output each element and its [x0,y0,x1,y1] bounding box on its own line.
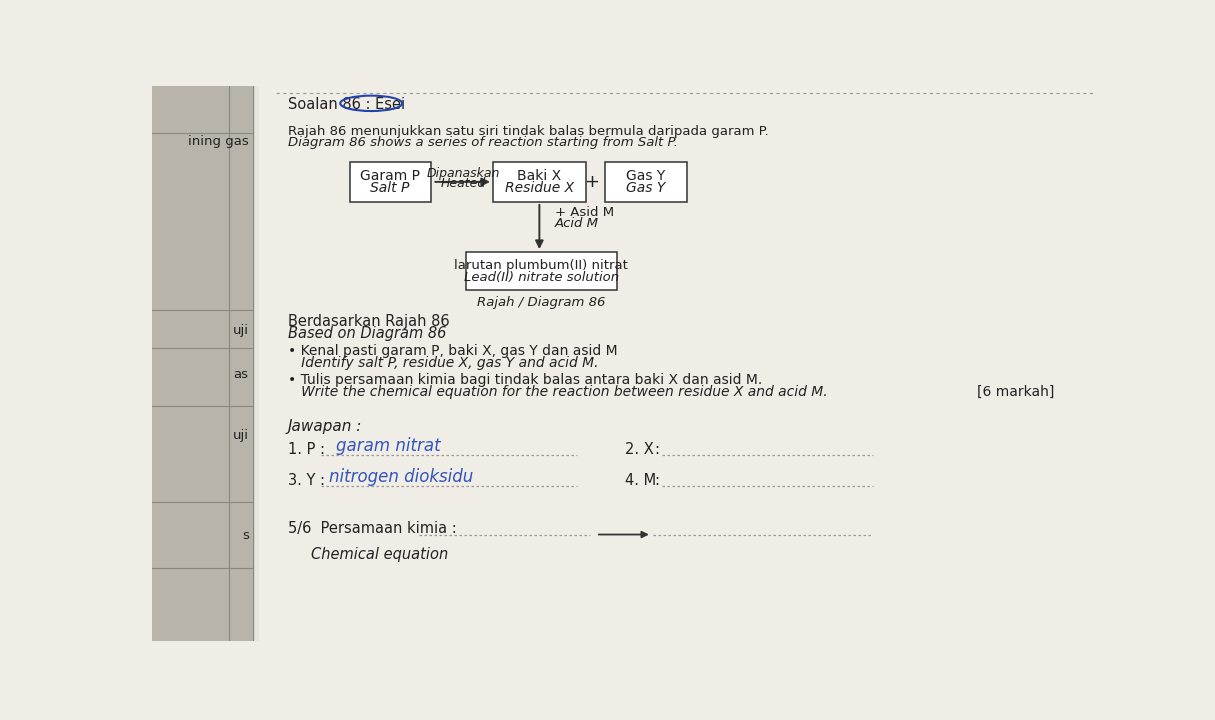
Text: Garam P: Garam P [360,169,420,184]
Text: Write the chemical equation for the reaction between residue X and acid M.: Write the chemical equation for the reac… [288,385,827,399]
Text: ining gas: ining gas [188,135,249,148]
Text: :: : [654,442,659,457]
Text: :: : [654,473,659,488]
Text: Rajah / Diagram 86: Rajah / Diagram 86 [476,296,605,309]
Text: Identify salt P, residue X, gas Y and acid M.: Identify salt P, residue X, gas Y and ac… [288,356,598,370]
Text: Gas Y: Gas Y [626,181,666,195]
FancyBboxPatch shape [605,162,686,202]
Text: 5/6  Persamaan kimia :: 5/6 Persamaan kimia : [288,521,457,536]
Text: Rajah 86 menunjukkan satu siri tindak balas bermula daripada garam P.: Rajah 86 menunjukkan satu siri tindak ba… [288,125,768,138]
Text: Dipanaskan: Dipanaskan [426,167,501,180]
Text: +: + [584,173,599,191]
Text: Lead(II) nitrate solution: Lead(II) nitrate solution [464,271,618,284]
Text: Residue X: Residue X [504,181,573,195]
Text: uji: uji [233,429,249,442]
Text: • Kenal pasti garam P, baki X, gas Y dan asid M: • Kenal pasti garam P, baki X, gas Y dan… [288,343,617,358]
Text: as: as [233,368,249,381]
Text: s: s [242,529,249,542]
Text: 2. X: 2. X [625,442,654,457]
Text: larutan plumbum(II) nitrat: larutan plumbum(II) nitrat [454,259,628,272]
Bar [259,86,276,641]
Text: 4. M: 4. M [625,473,656,488]
Text: Diagram 86 shows a series of reaction starting from Salt P.: Diagram 86 shows a series of reaction st… [288,137,678,150]
Text: Berdasarkan Rajah 86: Berdasarkan Rajah 86 [288,313,450,328]
Text: uji: uji [233,324,249,337]
Text: Jawapan :: Jawapan : [288,419,362,434]
Text: Acid M: Acid M [555,217,599,230]
Text: [6 markah]: [6 markah] [977,385,1055,399]
FancyBboxPatch shape [493,162,586,202]
Text: Baki X: Baki X [518,169,561,184]
Text: Soalan 86 : Esei: Soalan 86 : Esei [288,97,405,112]
Text: Heated: Heated [441,177,486,190]
Bar [152,86,253,641]
Text: Based on Diagram 86: Based on Diagram 86 [288,326,446,341]
Text: nitrogen dioksidu: nitrogen dioksidu [328,467,473,485]
FancyBboxPatch shape [350,162,431,202]
Text: + Asid M: + Asid M [555,206,614,219]
Text: 1. P :: 1. P : [288,442,324,457]
FancyBboxPatch shape [465,252,617,290]
Text: Gas Y: Gas Y [626,169,666,184]
Text: Salt P: Salt P [371,181,409,195]
Text: garam nitrat: garam nitrat [337,437,441,455]
Text: Chemical equation: Chemical equation [311,547,448,562]
Text: • Tulis persamaan kimia bagi tindak balas antara baki X dan asid M.: • Tulis persamaan kimia bagi tindak bala… [288,373,762,387]
Bar [253,86,259,641]
Text: 3. Y :: 3. Y : [288,473,324,488]
